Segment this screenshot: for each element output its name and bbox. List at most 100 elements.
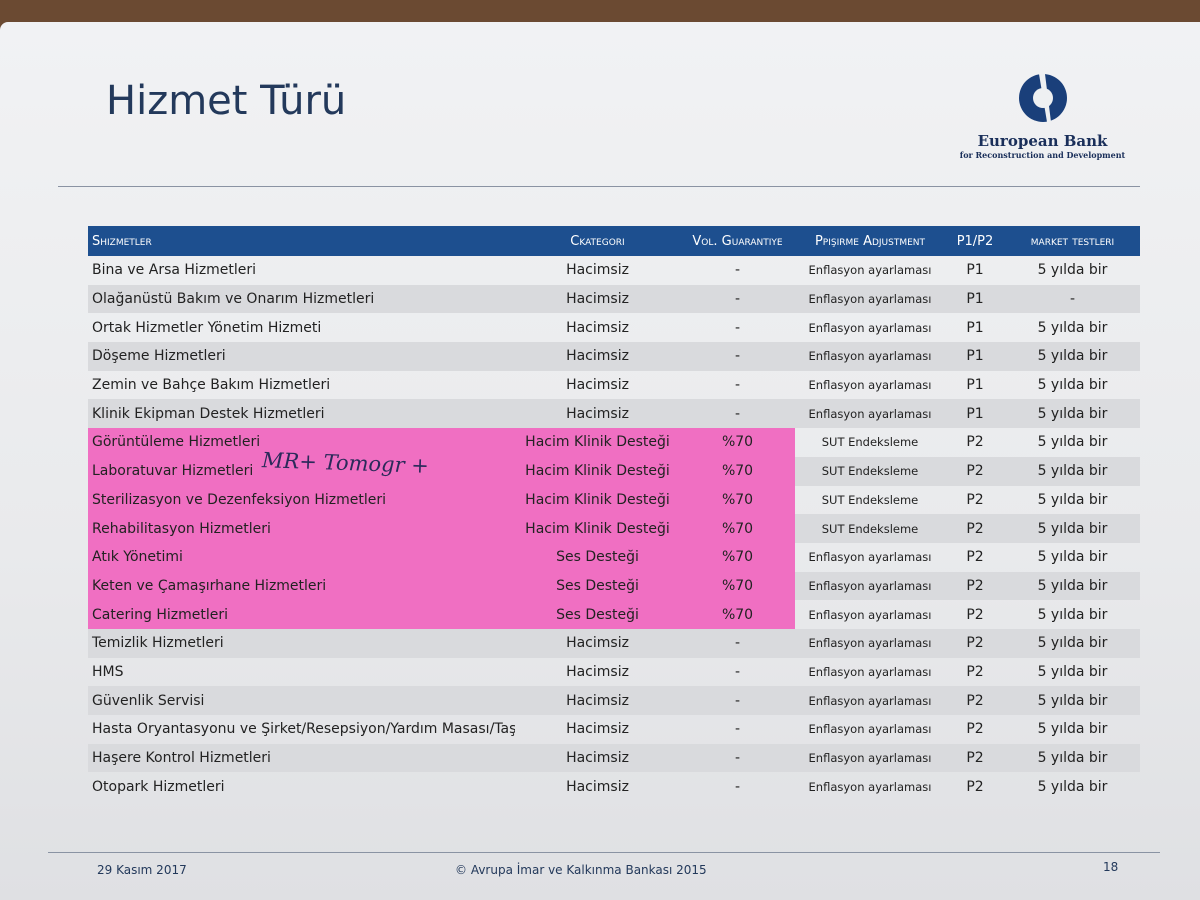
table-cell: P2 [966, 434, 984, 451]
table-cell: - [680, 399, 795, 429]
table-cell: 5 yılda bir [1037, 262, 1108, 279]
table-cell: P2 [966, 663, 984, 680]
table-cell: %70 [680, 571, 795, 601]
table-row: Güvenlik Servisi Hacimsiz - Enflasyon ayarl… [88, 686, 1140, 715]
table-cell: - [680, 743, 795, 773]
table-row: Catering Hizmetleri Ses Desteği %70 Enflasy… [88, 600, 1140, 629]
table-cell: 5 yılda bir [1037, 778, 1108, 795]
table-cell: Enflasyon ayarlaması [808, 722, 932, 737]
table-cell: Güvenlik Servisi [88, 686, 515, 715]
table-cell: %70 [680, 485, 795, 515]
table-cell: %70 [680, 514, 795, 543]
table-cell: Otopark Hizmetleri [92, 778, 225, 795]
logo: European Bank for Reconstruction and Dev… [950, 72, 1135, 160]
table-row: Bina ve Arsa Hizmetleri Hacimsiz - Enflasyo… [88, 256, 1140, 285]
services-table: Shizmetler Ckategori Vol. Guarantiye Ppişir… [88, 226, 1140, 801]
table-row: Ortak Hizmetler Yönetim Hizmeti Hacimsiz -… [88, 313, 1140, 342]
table-cell: P2 [966, 491, 984, 508]
footer-copyright: © Avrupa İmar ve Kalkınma Bankası 2015 [455, 863, 707, 877]
table-cell: 5 yılda bir [1005, 399, 1140, 429]
table-cell: P2 [966, 778, 984, 795]
table-row: Hasta Oryantasyonu ve Şirket/Resepsiyon/… [88, 715, 1140, 744]
table-cell: Enflasyon ayarlaması [795, 284, 945, 314]
table-cell: 5 yılda bir [1037, 377, 1108, 394]
table-cell: 5 yılda bir [1005, 743, 1140, 773]
table-cell: Enflasyon ayarlaması [808, 263, 932, 278]
table-cell: P2 [966, 606, 984, 623]
table-cell: - [734, 663, 741, 680]
table-cell: P1 [945, 342, 1005, 371]
table-cell: Enflasyon ayarlaması [795, 743, 945, 773]
table-cell: Hacimsiz [515, 399, 680, 429]
table-cell: Sterilizasyon ve Dezenfeksiyon Hizmetler… [88, 485, 515, 515]
table-row: Döşeme Hizmetleri Hacimsiz - Enflasyon ayar… [88, 342, 1140, 371]
table-cell: Rehabilitasyon Hizmetleri [88, 514, 515, 543]
table-row: Sterilizasyon ve Dezenfeksiyon Hizmetler… [88, 485, 1140, 515]
table-row: Rehabilitasyon Hizmetleri Hacim Klinik De… [88, 514, 1140, 543]
table-cell: Enflasyon ayarlaması [808, 664, 932, 679]
table-cell: Enflasyon ayarlaması [795, 399, 945, 429]
table-cell: SUT Endeksleme [795, 514, 945, 543]
table-cell: P1 [966, 377, 984, 394]
table-cell: 5 yılda bir [1005, 686, 1140, 715]
table-cell: Enflasyon ayarlaması [808, 607, 932, 622]
table-cell: Enflasyon ayarlaması [808, 779, 932, 794]
table-row: HMS Hacimsiz - Enflasyon ayarlaması P2 5 yıld… [88, 658, 1140, 687]
table-cell: P1 [945, 284, 1005, 314]
table-cell: Ses Desteği [515, 542, 680, 572]
table-cell: P2 [945, 743, 1005, 773]
table-row: Görüntüleme Hizmetleri Hacim Klinik Deste… [88, 428, 1140, 457]
logo-mark [1018, 74, 1067, 122]
table-cell: P2 [966, 549, 984, 566]
table-cell: Enflasyon ayarlaması [808, 320, 932, 335]
table-cell: Enflasyon ayarlaması [808, 378, 932, 393]
table-row: Haşere Kontrol Hizmetleri Hacimsiz - Enflas… [88, 743, 1140, 773]
table-cell: Döşeme Hizmetleri [88, 342, 515, 371]
table-cell: Hacimsiz [515, 628, 680, 658]
table-body: Bina ve Arsa Hizmetleri Hacimsiz - Enflasyo… [88, 256, 1140, 801]
table-cell: Temizlik Hizmetleri [88, 628, 515, 658]
table-cell: 5 yılda bir [1037, 606, 1108, 623]
table-cell: P1 [945, 399, 1005, 429]
table-cell: Hacimsiz [566, 663, 629, 680]
table-cell: Enflasyon ayarlaması [795, 342, 945, 371]
table-cell: - [734, 262, 741, 279]
table-cell: Enflasyon ayarlaması [795, 628, 945, 658]
table-cell: 5 yılda bir [1005, 342, 1140, 371]
title: Hizmet Türü [106, 78, 347, 124]
table-cell: Enflasyon ayarlaması [808, 550, 932, 565]
table-cell: Enflasyon ayarlaması [795, 571, 945, 601]
table-cell: - [734, 721, 741, 738]
table-cell: Atık Yönetimi [88, 542, 515, 572]
column-header: Ckategori [515, 226, 680, 256]
table-cell: P2 [945, 686, 1005, 715]
table-cell: 5 yılda bir [1005, 456, 1140, 486]
table-cell: - [680, 284, 795, 314]
table-cell: Hacimsiz [566, 377, 629, 394]
table-cell: Hacim Klinik Desteği [515, 428, 680, 457]
table-cell: SUT Endeksleme [821, 435, 919, 450]
header-row: Shizmetler Ckategori Vol. Guarantiye Ppişir… [88, 226, 1140, 256]
table-cell: SUT Endeksleme [821, 492, 919, 507]
table-cell: 5 yılda bir [1037, 721, 1108, 738]
column-header: Shizmetler [88, 226, 515, 256]
table-cell: Zemin ve Bahçe Bakım Hizmetleri [92, 377, 331, 394]
table-cell: 5 yılda bir [1037, 549, 1108, 566]
table-cell: P2 [945, 628, 1005, 658]
table-cell: 5 yılda bir [1037, 434, 1108, 451]
table-cell: Ortak Hizmetler Yönetim Hizmeti [92, 319, 322, 336]
table-cell: Hacim Klinik Desteği [515, 456, 680, 486]
table-cell: %70 [680, 428, 795, 457]
table-cell: Laboratuvar Hizmetleri [88, 456, 515, 486]
footer-date: 29 Kasım 2017 [97, 863, 187, 877]
table-cell: P2 [945, 514, 1005, 543]
table-cell: Hacimsiz [515, 743, 680, 773]
table-cell: Hacimsiz [566, 262, 629, 279]
table-cell: SUT Endeksleme [795, 456, 945, 486]
table-cell: 5 yılda bir [1037, 491, 1108, 508]
table-cell: 5 yılda bir [1037, 663, 1108, 680]
rule [48, 852, 1160, 853]
table-cell: - [680, 342, 795, 371]
table-cell: Hacimsiz [515, 686, 680, 715]
